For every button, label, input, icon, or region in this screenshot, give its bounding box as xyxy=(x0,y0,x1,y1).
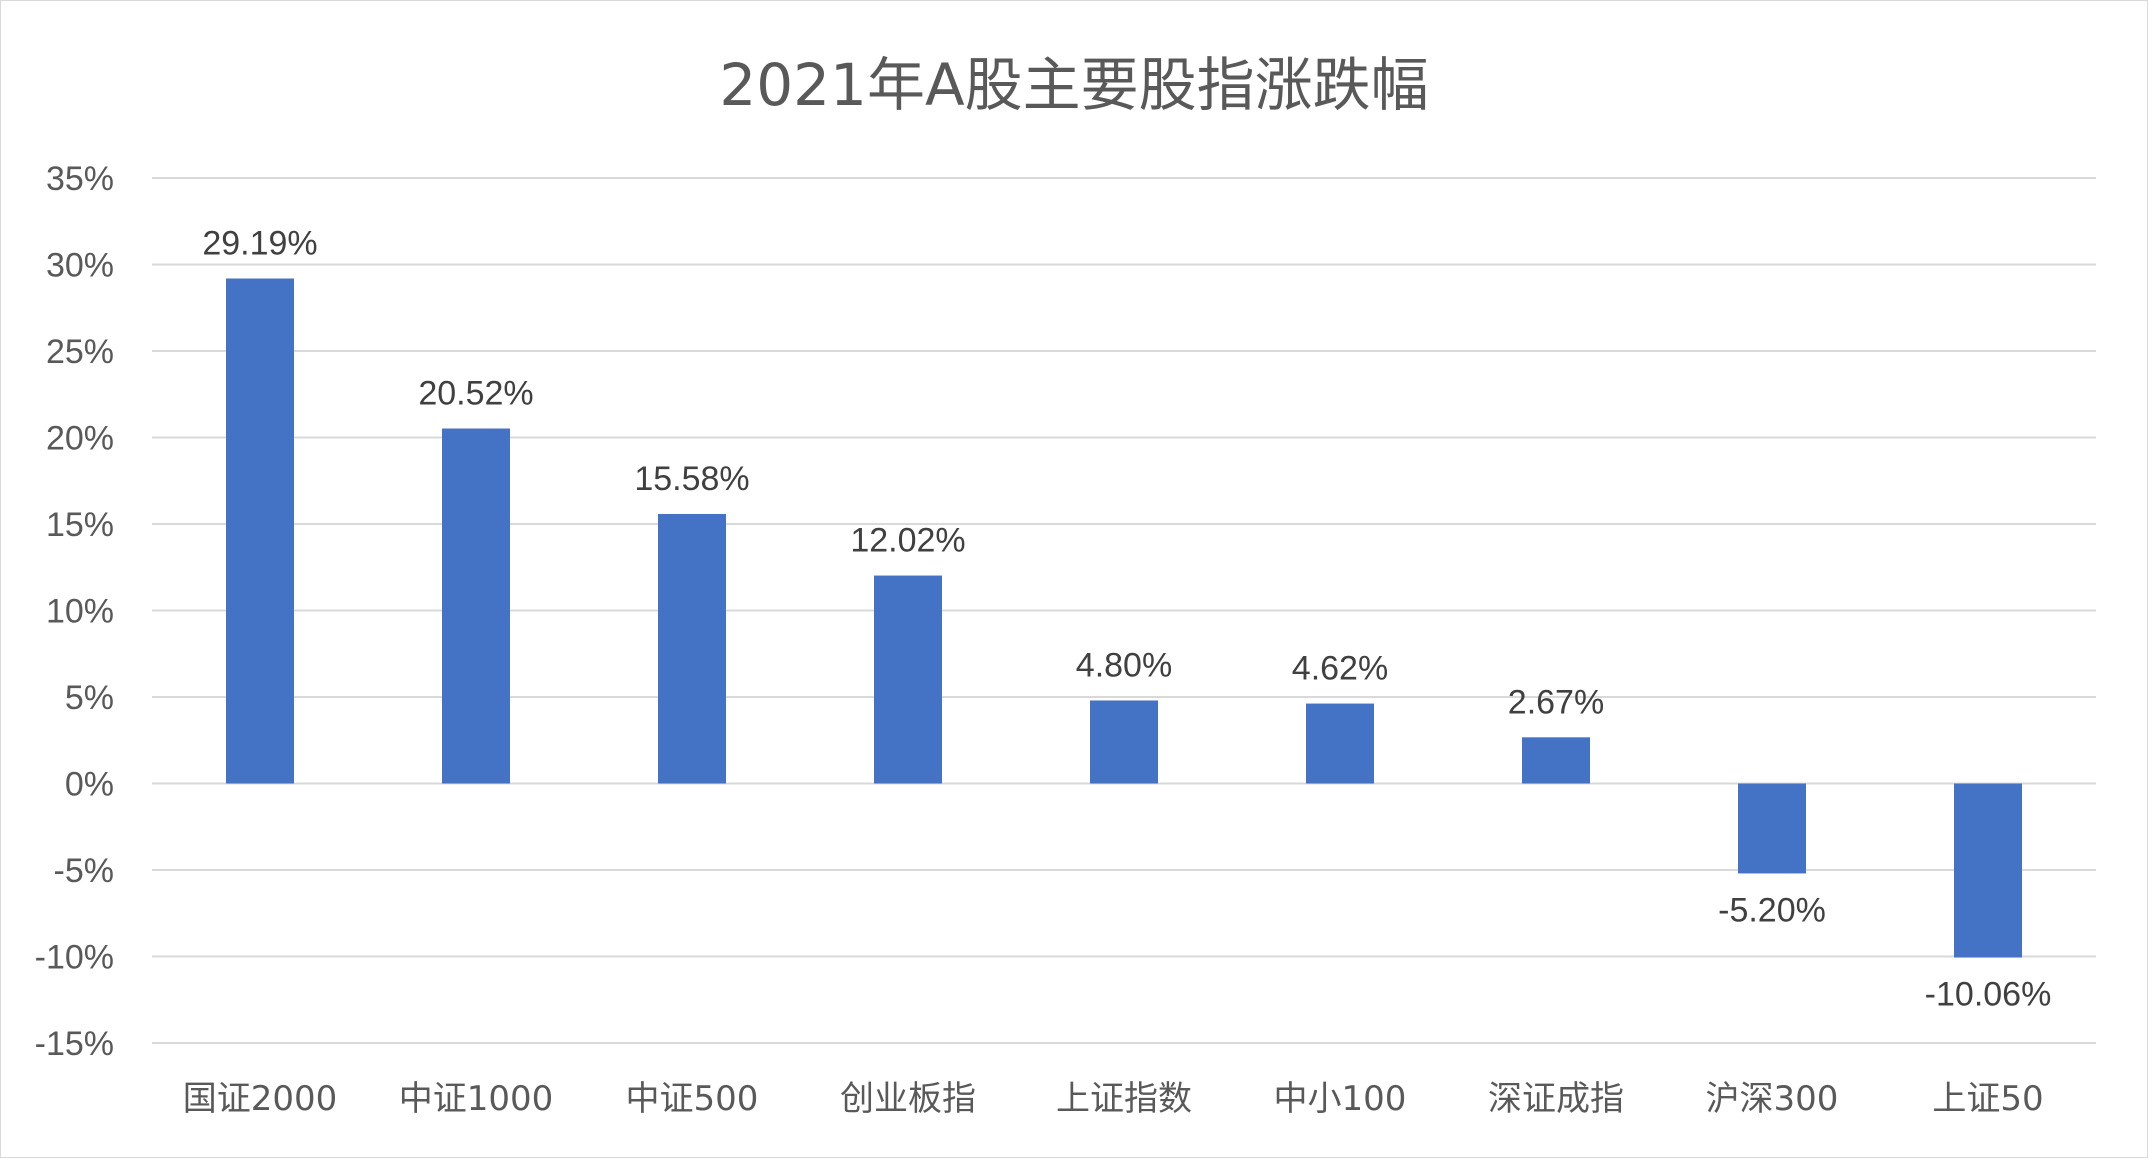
x-category-label: 中证1000 xyxy=(399,1079,554,1119)
x-category-label: 中证500 xyxy=(626,1079,759,1119)
x-category-label: 国证2000 xyxy=(183,1079,338,1119)
bar xyxy=(1738,783,1806,874)
x-category-label: 深证成指 xyxy=(1488,1079,1624,1119)
y-tick-label: 5% xyxy=(65,679,114,717)
data-label: 12.02% xyxy=(850,522,965,560)
y-tick-label: 0% xyxy=(65,766,114,804)
y-tick-label: 30% xyxy=(46,247,114,285)
bars xyxy=(226,278,2022,958)
data-label: 15.58% xyxy=(634,460,749,498)
y-axis-ticks: 35% 30% 25% 20% 15% 10% 5% 0% -5% -10% -15% xyxy=(35,160,114,1063)
data-label: 20.52% xyxy=(418,375,533,413)
bar xyxy=(1954,783,2022,958)
y-tick-label: 25% xyxy=(46,333,114,371)
y-tick-label: 10% xyxy=(46,593,114,631)
y-tick-label: 35% xyxy=(46,160,114,198)
bar xyxy=(874,575,942,784)
x-category-label: 沪深300 xyxy=(1706,1079,1839,1119)
data-label: 29.19% xyxy=(202,225,317,263)
bar xyxy=(442,428,510,784)
bar xyxy=(1522,737,1590,784)
data-label: -5.20% xyxy=(1718,891,1826,929)
x-category-label: 创业板指 xyxy=(840,1079,976,1119)
x-category-label: 上证50 xyxy=(1932,1079,2043,1119)
bar xyxy=(658,513,726,784)
y-tick-label: 15% xyxy=(46,506,114,544)
bar xyxy=(1090,700,1158,784)
chart-title: 2021年A股主要股指涨跌幅 xyxy=(719,51,1429,119)
data-labels: 29.19% 20.52% 15.58% 12.02% 4.80% 4.62% 2.67% -… xyxy=(202,225,2051,1014)
x-category-label: 上证指数 xyxy=(1056,1079,1192,1119)
bar xyxy=(226,278,294,784)
y-tick-label: 20% xyxy=(46,420,114,458)
x-axis-categories: 国证2000 中证1000 中证500 创业板指 上证指数 中小100 深证成指 沪深300 上… xyxy=(183,1079,2044,1119)
bar xyxy=(1306,703,1374,784)
data-label: 4.80% xyxy=(1076,646,1172,684)
data-label: 2.67% xyxy=(1508,683,1604,721)
data-label: -10.06% xyxy=(1925,976,2052,1014)
data-label: 4.62% xyxy=(1292,650,1388,688)
x-category-label: 中小100 xyxy=(1274,1079,1407,1119)
y-tick-label: -10% xyxy=(35,939,114,977)
y-tick-label: -5% xyxy=(54,852,114,890)
y-tick-label: -15% xyxy=(35,1025,114,1063)
